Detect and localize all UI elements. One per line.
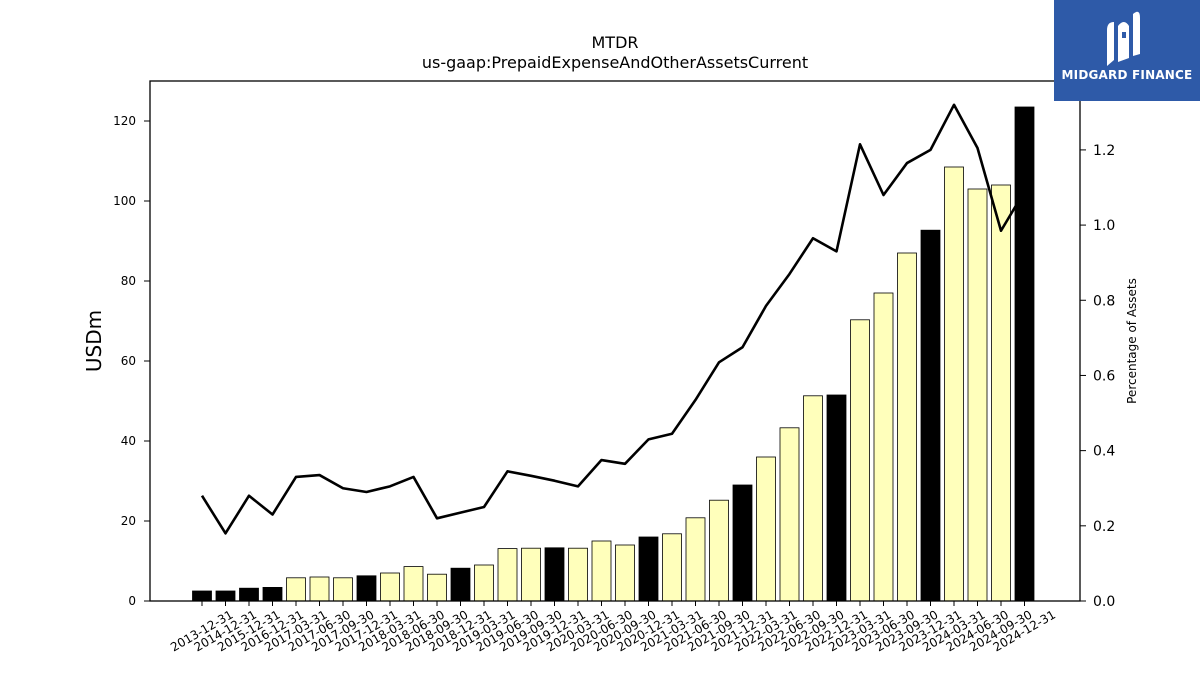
y-tick-label-left: 120 (113, 114, 136, 128)
bar-2024-12-31 (1014, 106, 1035, 602)
bar-2021-12-31 (732, 484, 753, 602)
bar-2019-06-30 (497, 548, 518, 602)
bar-2019-12-31 (544, 547, 565, 602)
bar-2017-03-31 (286, 577, 306, 602)
bar-group (192, 106, 1035, 602)
bar-2018-03-31 (380, 572, 400, 602)
bar-2020-09-30 (615, 544, 635, 602)
y-tick-label-right: 1.0 (1093, 218, 1115, 234)
logo-icon (1107, 11, 1140, 66)
bar-2014-12-31 (215, 590, 236, 602)
bar-2017-06-30 (309, 576, 330, 602)
bar-2019-03-31 (474, 564, 494, 602)
bar-2018-09-30 (427, 573, 447, 602)
bar-2018-06-30 (403, 566, 424, 602)
bar-2023-12-31 (920, 229, 941, 602)
bar-2023-06-30 (873, 292, 894, 602)
y-tick-label-right: 0.4 (1093, 444, 1115, 460)
bar-2024-06-30 (967, 188, 988, 602)
bar-2016-12-31 (262, 587, 283, 602)
pct-assets-line (200, 103, 1026, 535)
bar-2021-09-30 (709, 499, 729, 602)
bar-2017-09-30 (333, 577, 353, 602)
y-tick-label-right: 0.6 (1093, 368, 1115, 384)
y-tick-label-right: 0.0 (1093, 594, 1115, 610)
bar-2017-12-31 (356, 575, 377, 602)
y-tick-label-left: 60 (121, 354, 136, 368)
x-axis: 2013-12-312014-12-312015-12-312016-12-31… (168, 601, 1058, 654)
y-axis-label-right: Percentage of Assets (1125, 278, 1139, 404)
bar-2019-09-30 (521, 547, 541, 602)
bar-2022-09-30 (803, 395, 823, 602)
bar-2021-03-31 (662, 533, 682, 602)
y-tick-label-left: 0 (128, 594, 136, 608)
bar-2015-12-31 (239, 587, 259, 602)
y-tick-label-left: 40 (121, 434, 136, 448)
y-axis-left: 0 20 40 60 80 100 120 (113, 114, 150, 608)
chart-subtitle: us-gaap:PrepaidExpenseAndOtherAssetsCurr… (422, 53, 808, 72)
bar-2020-06-30 (591, 540, 612, 602)
y-tick-label-left: 80 (121, 274, 136, 288)
plot-frame (149, 80, 1081, 602)
bar-2022-06-30 (779, 427, 800, 602)
bar-2024-09-30 (991, 184, 1011, 602)
y-tick-label-right: 0.8 (1093, 293, 1115, 309)
y-axis-right: 0.0 0.2 0.4 0.6 0.8 1.0 1.2 (1080, 143, 1115, 610)
bar-2024-03-31 (944, 166, 964, 602)
y-tick-label-left: 20 (121, 514, 136, 528)
bar-2021-06-30 (685, 517, 706, 602)
brand-logo: MIDGARD FINANCE (1054, 0, 1200, 101)
y-tick-label-right: 0.2 (1093, 519, 1115, 535)
bar-2020-12-31 (638, 536, 659, 602)
bar-2013-12-31 (192, 590, 212, 602)
line-group (200, 103, 1026, 535)
bar-2018-12-31 (450, 567, 471, 602)
bar-2023-03-31 (850, 319, 870, 602)
y-axis-label-left: USDm (82, 310, 106, 372)
bar-2023-09-30 (897, 252, 917, 602)
bar-2022-03-31 (756, 456, 776, 602)
bar-2020-03-31 (568, 547, 588, 602)
brand-name: MIDGARD FINANCE (1061, 68, 1193, 82)
y-tick-label-left: 100 (113, 194, 136, 208)
chart-title: MTDR (591, 33, 638, 52)
y-tick-label-right: 1.2 (1093, 143, 1115, 159)
bar-2022-12-31 (826, 394, 847, 602)
